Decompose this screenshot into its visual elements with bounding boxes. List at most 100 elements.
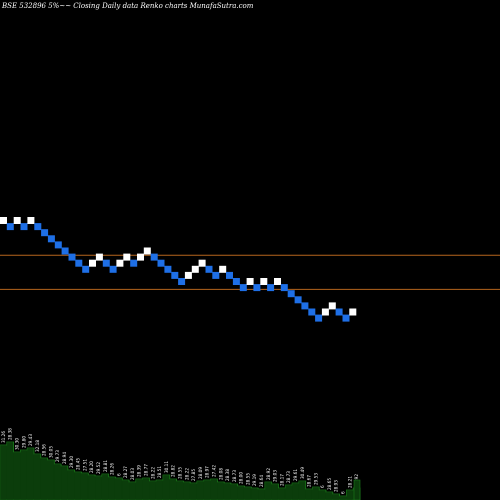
down-brick bbox=[150, 253, 158, 261]
volume-label: 28.00 bbox=[239, 472, 244, 484]
volume-label: 29.03 bbox=[273, 470, 278, 482]
up-brick bbox=[246, 278, 254, 285]
down-brick bbox=[6, 223, 14, 231]
volume-bar bbox=[183, 482, 190, 500]
volume-label: 29.52 bbox=[96, 462, 101, 474]
volume-label: 28.97 bbox=[205, 466, 210, 478]
up-brick bbox=[321, 308, 329, 316]
down-brick bbox=[178, 278, 186, 285]
volume-label: 28.22 bbox=[184, 468, 189, 480]
up-brick bbox=[95, 253, 103, 261]
volume-label: 28.56 bbox=[42, 444, 47, 456]
volume-label: 28.08 bbox=[218, 468, 223, 480]
up-brick bbox=[89, 259, 96, 267]
volume-bar bbox=[319, 490, 326, 500]
up-brick bbox=[116, 259, 124, 267]
down-brick bbox=[109, 265, 117, 273]
down-brick bbox=[308, 308, 316, 316]
volume-bar bbox=[81, 473, 88, 500]
volume-label: 28.38 bbox=[8, 428, 13, 440]
down-brick bbox=[102, 259, 110, 267]
volume-label: 28.81 bbox=[103, 460, 108, 472]
volume-label: 28.21 bbox=[347, 476, 352, 488]
volume-label: 28.55 bbox=[245, 473, 250, 485]
volume-label: 29.43 bbox=[28, 434, 33, 446]
volume-bar bbox=[224, 483, 231, 500]
down-brick bbox=[287, 290, 295, 298]
volume-bar bbox=[339, 496, 346, 500]
up-brick bbox=[219, 265, 227, 273]
volume-bar bbox=[101, 474, 109, 500]
volume-bar bbox=[142, 478, 149, 500]
volume-bar bbox=[122, 480, 129, 500]
down-brick bbox=[61, 247, 69, 255]
volume-bar bbox=[108, 477, 115, 500]
volume-bar bbox=[6, 442, 13, 500]
volume-bar bbox=[217, 482, 224, 500]
volume-bar bbox=[326, 492, 333, 500]
down-brick bbox=[20, 223, 28, 231]
up-brick bbox=[13, 217, 21, 224]
volume-label: 28.92 bbox=[266, 468, 271, 480]
up-brick bbox=[349, 308, 357, 316]
up-brick bbox=[137, 253, 144, 261]
down-brick bbox=[226, 271, 233, 279]
down-brick bbox=[267, 284, 275, 292]
volume-bar bbox=[61, 466, 68, 500]
volume-label: 6 bbox=[116, 473, 121, 476]
volume-bar bbox=[210, 479, 217, 500]
volume-label: 27.51 bbox=[82, 459, 87, 471]
down-brick bbox=[47, 235, 55, 243]
up-brick bbox=[123, 253, 131, 261]
up-brick bbox=[260, 278, 268, 285]
volume-label: 29.30 bbox=[69, 456, 74, 468]
volume-bar bbox=[332, 494, 339, 500]
volume-label: 28.26 bbox=[110, 463, 115, 475]
volume-label: 6 bbox=[341, 491, 346, 494]
volume-bar bbox=[135, 479, 142, 500]
volume-bar bbox=[74, 472, 81, 500]
volume-bar bbox=[285, 485, 292, 500]
down-brick bbox=[130, 259, 138, 267]
volume-bar bbox=[271, 484, 278, 500]
down-brick bbox=[164, 265, 172, 273]
down-brick bbox=[82, 265, 90, 273]
volume-bar bbox=[197, 481, 204, 500]
volume-bar bbox=[305, 489, 312, 500]
down-brick bbox=[68, 253, 76, 261]
volume-label: 31.26 bbox=[1, 431, 6, 443]
volume-label: 28.27 bbox=[123, 466, 128, 478]
volume-label: 28.82 bbox=[171, 465, 176, 477]
volume-label: 28.39 bbox=[137, 465, 142, 477]
down-brick bbox=[239, 284, 247, 292]
volume-bar bbox=[27, 448, 34, 500]
volume-bar bbox=[54, 464, 61, 500]
volume-label: 28.51 bbox=[157, 466, 162, 478]
volume-bar bbox=[278, 488, 285, 500]
volume-label: 28.17 bbox=[279, 474, 284, 486]
volume-label: 28.94 bbox=[62, 452, 67, 464]
volume-label: 28.73 bbox=[232, 470, 237, 482]
down-brick bbox=[54, 241, 62, 249]
volume-bar bbox=[163, 475, 170, 500]
volume-bar bbox=[129, 482, 136, 500]
volume-bar bbox=[47, 460, 54, 500]
volume-bar bbox=[346, 490, 353, 500]
volume-label: 28.45 bbox=[76, 458, 81, 470]
volume-label: 28.55 bbox=[178, 467, 183, 479]
volume-label: 30.05 bbox=[48, 446, 53, 458]
volume-bar bbox=[298, 481, 306, 500]
volume-bar bbox=[156, 480, 163, 500]
volume-label: 30.49 bbox=[300, 467, 305, 479]
volume-bar bbox=[312, 487, 319, 500]
volume-bar bbox=[244, 487, 251, 500]
volume-label: 6 bbox=[320, 485, 325, 488]
volume-label: 28.73 bbox=[286, 471, 291, 483]
volume-label: 28.77 bbox=[144, 464, 149, 476]
volume-bar bbox=[0, 445, 7, 500]
volume-bar bbox=[40, 458, 47, 500]
down-brick bbox=[342, 314, 350, 322]
volume-bar bbox=[95, 476, 102, 500]
volume-label: 30.30 bbox=[15, 438, 20, 450]
down-brick bbox=[205, 265, 213, 273]
